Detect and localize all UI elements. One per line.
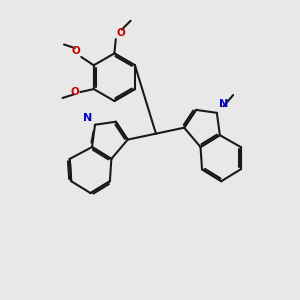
Text: N: N — [219, 99, 229, 109]
Text: O: O — [71, 46, 80, 56]
Text: N: N — [83, 113, 93, 123]
Text: O: O — [116, 28, 125, 38]
Text: O: O — [70, 87, 79, 97]
